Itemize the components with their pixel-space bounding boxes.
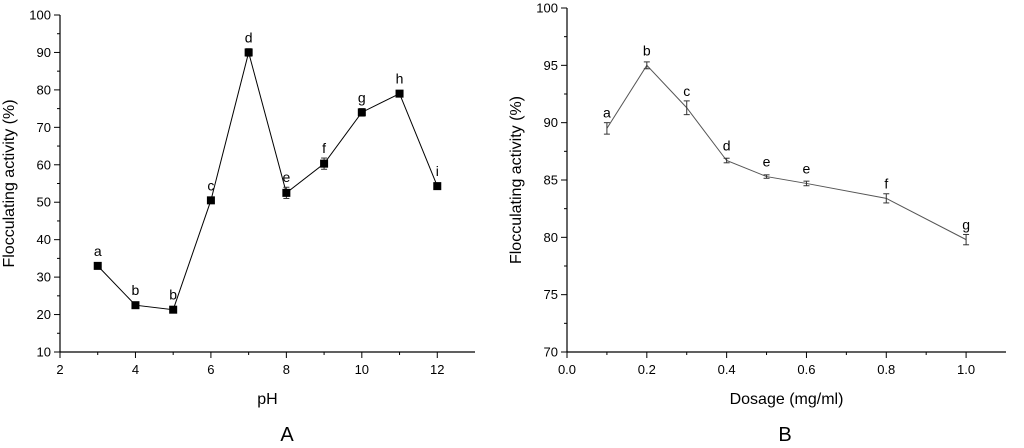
data-label: b: [132, 282, 140, 298]
series-line: [606, 64, 967, 241]
x-tick-label: 12: [430, 362, 444, 377]
y-tick-label: 85: [544, 173, 558, 188]
data-label: c: [683, 83, 690, 99]
data-label: b: [169, 287, 177, 303]
data-point: [282, 188, 291, 197]
panel-label: A: [280, 424, 294, 446]
data-point: [244, 48, 253, 57]
y-tick-label: 30: [37, 270, 51, 285]
series-line: [97, 50, 438, 311]
data-label: e: [803, 160, 811, 176]
data-label: d: [723, 138, 731, 154]
y-axis-title: Flocculating activity (%): [508, 96, 525, 264]
x-tick-label: 0.2: [638, 362, 656, 377]
y-tick-label: 95: [544, 58, 558, 73]
data-point: [131, 301, 140, 310]
y-tick-label: 90: [544, 115, 558, 130]
y-tick-label: 20: [37, 307, 51, 322]
x-tick-label: 1.0: [957, 362, 975, 377]
y-tick-label: 10: [37, 345, 51, 360]
data-point: [395, 89, 404, 98]
y-tick-label: 70: [544, 345, 558, 360]
data-label: h: [396, 71, 404, 87]
y-axis-title: Flocculating activity (%): [1, 99, 18, 267]
y-tick-label: 90: [37, 45, 51, 60]
data-label: g: [962, 216, 970, 232]
data-label: e: [282, 169, 290, 185]
x-axis-title: pH: [257, 391, 277, 408]
x-tick-label: 4: [132, 362, 139, 377]
y-tick-label: 70: [37, 120, 51, 135]
y-tick-label: 100: [536, 1, 558, 16]
chart-panel-b: 0.0 0.2 0.4 0.6 0.8 1.0 70 75 80 85 90 95 100 Dosage …: [508, 1, 1006, 446]
data-point: [93, 261, 102, 270]
data-point: [206, 196, 215, 205]
x-tick-label: 10: [355, 362, 369, 377]
y-tick-label: 40: [37, 232, 51, 247]
data-point: [320, 159, 329, 168]
data-label: f: [322, 140, 326, 156]
y-tick-label: 75: [544, 287, 558, 302]
panel-label: B: [778, 424, 791, 446]
y-tick-label: 60: [37, 157, 51, 172]
data-point: [357, 108, 366, 117]
x-tick-label: 0.8: [877, 362, 895, 377]
data-label: a: [94, 243, 102, 259]
data-point: [169, 305, 178, 314]
data-label: c: [207, 177, 214, 193]
data-label: f: [884, 175, 888, 191]
data-label: g: [358, 89, 366, 105]
y-tick-label: 100: [29, 8, 51, 23]
y-tick-label: 80: [37, 82, 51, 97]
data-label: i: [436, 163, 439, 179]
x-tick-label: 0.6: [797, 362, 815, 377]
x-tick-label: 6: [207, 362, 214, 377]
data-label: b: [643, 42, 651, 58]
x-tick-label: 0.0: [558, 362, 576, 377]
y-tick-label: 50: [37, 195, 51, 210]
x-axis-title: Dosage (mg/ml): [730, 391, 844, 408]
data-label: d: [245, 29, 253, 45]
y-tick-label: 80: [544, 230, 558, 245]
data-label: e: [763, 154, 771, 170]
x-tick-label: 2: [56, 362, 63, 377]
data-point: [433, 182, 442, 191]
chart-panel-a: 2 4 6 8 10 12 10 20 30 40 50 60 70 80 90 100 pH Flocculat…: [1, 8, 475, 446]
x-tick-label: 8: [283, 362, 290, 377]
data-label: a: [603, 105, 611, 121]
x-tick-label: 0.4: [718, 362, 736, 377]
